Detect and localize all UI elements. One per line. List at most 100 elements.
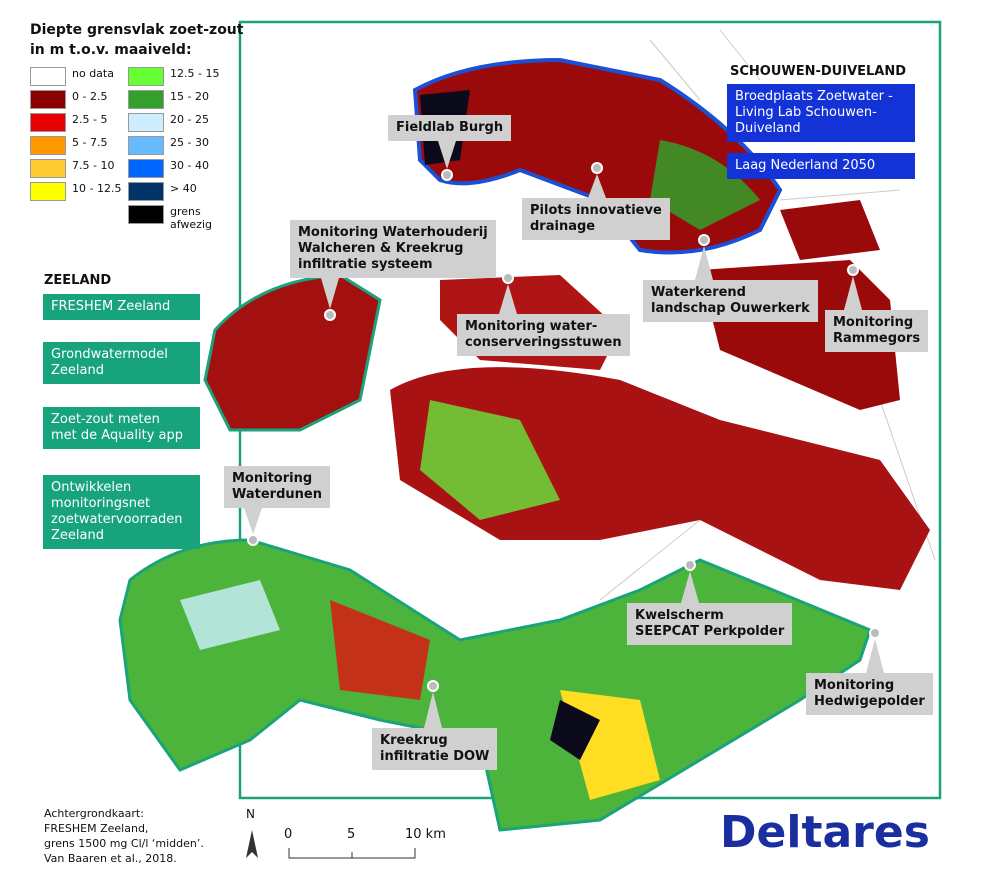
- callout-dot: [591, 162, 603, 174]
- island: [203, 273, 382, 432]
- legend-swatch: [30, 90, 66, 109]
- patch: [180, 580, 280, 650]
- legend-swatch: [128, 136, 164, 155]
- text-line: Rammegors: [833, 331, 921, 346]
- text-line: Duiveland: [735, 121, 801, 136]
- legend-label: 0 - 2.5: [72, 90, 108, 103]
- legend-swatch: [128, 67, 164, 86]
- text-line: infiltratie systeem: [298, 257, 433, 272]
- text-line: Monitoring: [814, 678, 895, 693]
- callout: Monitoring water-conserveringsstuwen: [457, 314, 630, 356]
- legend-swatch: [128, 182, 164, 201]
- text-line: Waterkerend: [651, 285, 746, 300]
- callout-pointer: [424, 692, 442, 728]
- callout-pointer: [588, 174, 606, 198]
- callout-dot: [869, 627, 881, 639]
- callout-dot: [684, 559, 696, 571]
- island: [390, 367, 930, 590]
- legend-swatch: [128, 205, 164, 224]
- button: FRESHEM Zeeland: [43, 294, 200, 320]
- legend-label: 12.5 - 15: [170, 67, 220, 80]
- text-line: Zoet-zout meten: [51, 412, 160, 427]
- north-arrow: [246, 830, 258, 858]
- text-line: SEEPCAT Perkpolder: [635, 624, 785, 639]
- button: Laag Nederland 2050: [727, 153, 915, 179]
- legend-swatch: [128, 90, 164, 109]
- legend-label: 15 - 20: [170, 90, 209, 103]
- source-line: FRESHEM Zeeland,: [44, 822, 149, 835]
- source-line: Van Baaren et al., 2018.: [44, 852, 177, 865]
- legend-swatch: [30, 67, 66, 86]
- callout: Monitoring Rammegors: [825, 310, 929, 352]
- callout-dot: [324, 309, 336, 321]
- callout: Monitoring Waterdunen: [224, 466, 330, 508]
- callout: Waterkerend landschap Ouwerkerk: [643, 280, 818, 322]
- legend-swatch: [30, 182, 66, 201]
- text-line: zoetwatervoorraden: [51, 512, 183, 527]
- text-line: drainage: [530, 219, 596, 234]
- source-line: Achtergrondkaart:: [44, 807, 144, 820]
- text-line: conserveringsstuwen: [465, 335, 622, 350]
- scale-bar: [288, 848, 416, 859]
- text-line: Laag Nederland 2050: [735, 158, 876, 173]
- legend-label: grens afwezig: [170, 205, 212, 231]
- legend-label: 10 - 12.5: [72, 182, 122, 195]
- callout-pointer: [438, 141, 456, 169]
- legend-label: > 40: [170, 182, 197, 195]
- region-title: SCHOUWEN-DUIVELAND: [730, 64, 907, 79]
- text-line: Kreekrug: [380, 733, 448, 748]
- callout: Kwelscherm SEEPCAT Perkpolder: [627, 603, 793, 645]
- callout-pointer: [244, 508, 262, 534]
- source: Achtergrondkaart: FRESHEM Zeeland, grens 1…: [44, 806, 204, 866]
- callout: Kreekrug infiltratie DOW: [372, 728, 498, 770]
- callout-dot: [847, 264, 859, 276]
- north-label: N: [246, 807, 255, 821]
- callout: Fieldlab Burgh: [388, 115, 512, 141]
- legend-label: 5 - 7.5: [72, 136, 108, 149]
- legend-title: Diepte grensvlak zoet-zout in m t.o.v. ma…: [30, 20, 243, 60]
- callout: Monitoring Hedwigepolder: [806, 673, 933, 715]
- legend-label: 2.5 - 5: [72, 113, 108, 126]
- text-line: Ontwikkelen: [51, 480, 132, 495]
- region-title: ZEELAND: [44, 273, 112, 288]
- legend-label: no data: [72, 67, 114, 80]
- callout-pointer: [499, 284, 517, 314]
- text-line: Walcheren & Kreekrug: [298, 241, 464, 256]
- callout-pointer: [844, 276, 862, 310]
- legend-swatch: [128, 159, 164, 178]
- button: Grondwatermodel Zeeland: [43, 342, 200, 384]
- scale-label: 0: [284, 827, 293, 842]
- text-line: Zeeland: [51, 363, 104, 378]
- text-line: Grondwatermodel: [51, 347, 168, 362]
- patch: [650, 140, 760, 230]
- text-line: Hedwigepolder: [814, 694, 925, 709]
- scale-label: 10 km: [405, 827, 446, 842]
- text-line: FRESHEM Zeeland: [51, 299, 171, 314]
- legend-title-line: in m t.o.v. maaiveld:: [30, 42, 192, 58]
- callout-dot: [441, 169, 453, 181]
- callout-pointer: [866, 639, 884, 673]
- patch: [330, 600, 430, 700]
- background-lines: [599, 29, 936, 601]
- legend-swatch: [30, 113, 66, 132]
- legend-label: 25 - 30: [170, 136, 209, 149]
- button: Broedplaats Zoetwater - Living Lab Schouw…: [727, 84, 915, 142]
- patch: [420, 400, 560, 520]
- text-line: Monitoring Waterhouderij: [298, 225, 488, 240]
- text-line: Broedplaats Zoetwater -: [735, 89, 893, 104]
- scale-label: 5: [347, 827, 356, 842]
- legend-title-line: Diepte grensvlak zoet-zout: [30, 22, 244, 38]
- text-line: Waterdunen: [232, 487, 322, 502]
- callout-dot: [502, 272, 514, 284]
- text-line: Kwelscherm: [635, 608, 724, 623]
- text-line: monitoringsnet: [51, 496, 151, 511]
- text-line: infiltratie DOW: [380, 749, 490, 764]
- legend-label: 20 - 25: [170, 113, 209, 126]
- source-line: grens 1500 mg Cl/l ‘midden’.: [44, 837, 204, 850]
- callout: Monitoring Waterhouderij Walcheren & Kree…: [290, 220, 496, 278]
- callout-pointer: [681, 571, 699, 603]
- text-line: Monitoring: [232, 471, 313, 486]
- button: Ontwikkelen monitoringsnet zoetwatervoorra…: [43, 475, 200, 549]
